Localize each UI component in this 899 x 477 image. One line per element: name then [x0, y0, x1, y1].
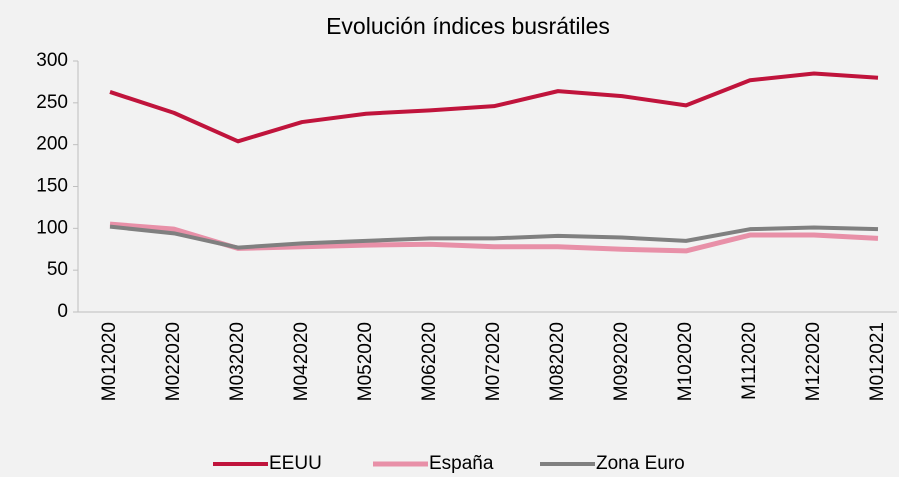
x-tick-label: M082020	[547, 322, 568, 401]
x-tick-label: M022020	[163, 322, 184, 401]
chart-title: Evolución índices busrátiles	[326, 13, 610, 39]
y-tick-label: 200	[36, 134, 68, 155]
y-tick-label: 0	[57, 301, 68, 322]
x-tick-label: M072020	[483, 322, 504, 401]
legend-label: EEUU	[269, 453, 322, 474]
legend-label: Zona Euro	[596, 453, 685, 474]
x-tick-label: M012020	[99, 322, 120, 401]
x-tick-label: M092020	[611, 322, 632, 401]
y-tick-label: 100	[36, 217, 68, 238]
series-line	[109, 224, 879, 250]
y-tick-label: 150	[36, 176, 68, 197]
x-tick-label: M032020	[227, 322, 248, 401]
x-tick-label: M062020	[419, 322, 440, 401]
series-line	[109, 71, 879, 144]
x-tick-label: M102020	[675, 322, 696, 401]
x-tick-label: M012021	[867, 322, 888, 401]
y-tick-label: 50	[47, 259, 68, 280]
y-tick-label: 300	[36, 50, 68, 71]
x-tick-label: M122020	[803, 322, 824, 401]
legend-label: España	[429, 453, 494, 474]
x-tick-label: M112020	[739, 322, 760, 400]
x-tick-label: M042020	[291, 322, 312, 401]
x-tick-label: M052020	[355, 322, 376, 401]
y-tick-label: 250	[36, 92, 68, 113]
